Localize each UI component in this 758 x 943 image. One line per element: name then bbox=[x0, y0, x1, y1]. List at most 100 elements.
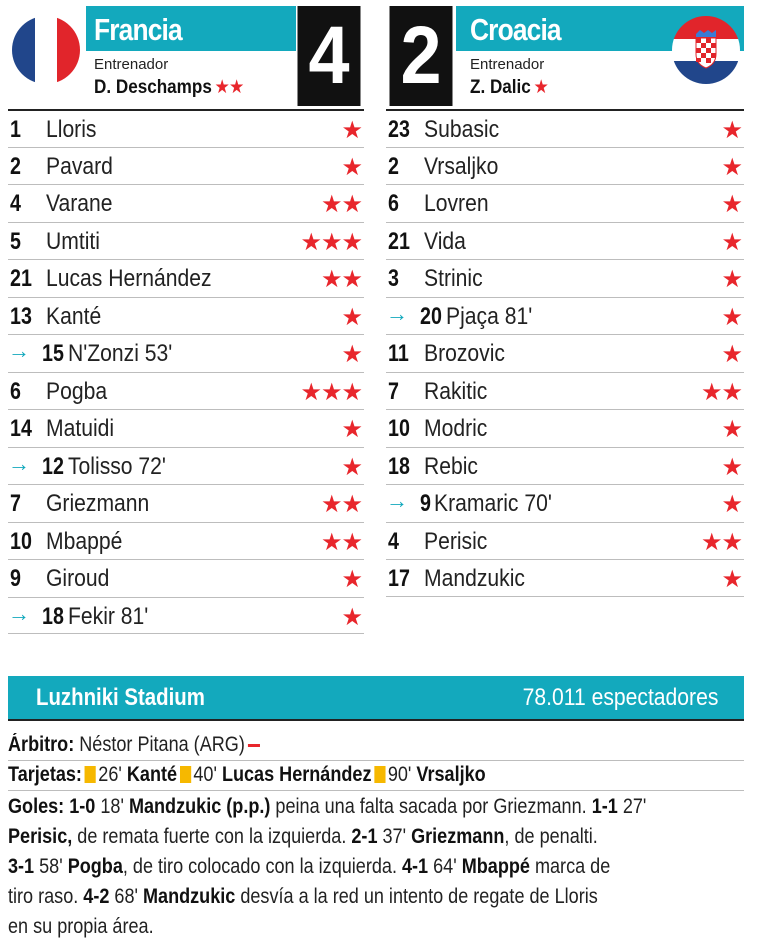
player-name: Mbappé bbox=[46, 527, 123, 555]
player-number: 10 bbox=[10, 527, 32, 555]
star-rating-icon: ★ bbox=[341, 117, 362, 144]
star-rating-icon: ★ bbox=[721, 416, 742, 443]
goal-desc: , de tiro colocado con la izquierda. bbox=[122, 855, 397, 878]
goal-desc: , de penalti. bbox=[504, 825, 598, 848]
player-name: Lovren bbox=[424, 190, 489, 217]
star-rating-icon: ★ bbox=[721, 491, 742, 518]
player-name: Griezmann bbox=[46, 490, 150, 517]
arrow-right-icon: → bbox=[8, 450, 30, 476]
player-number: 3 bbox=[388, 265, 399, 292]
star-rating-icon: ★★ bbox=[320, 491, 363, 518]
goal-score: 3-1 bbox=[8, 855, 35, 878]
card-minute: 90' bbox=[387, 763, 412, 786]
player-number: 4 bbox=[388, 527, 399, 555]
referee-line: Árbitro: Néstor Pitana (ARG) bbox=[8, 731, 744, 759]
star-rating-icon: ★★ bbox=[320, 528, 363, 556]
star-rating-icon: ★ bbox=[721, 191, 742, 218]
goal-minute: 68' bbox=[114, 885, 138, 908]
player-name: Rakitic bbox=[424, 377, 488, 405]
star-rating-icon: ★★ bbox=[700, 528, 743, 556]
goal-scorer: Mbappé bbox=[461, 855, 530, 878]
yellow-card-icon bbox=[374, 766, 386, 783]
player-name: Strinic bbox=[424, 265, 483, 292]
player-number: 9 bbox=[420, 490, 431, 517]
red-dash-icon bbox=[248, 743, 261, 747]
home-lineup: 1 Lloris ★ 2 Pavard ★ 4 Varane ★★ 5 Umtiti ★★★ 21 Luc… bbox=[8, 109, 364, 634]
player-number: 6 bbox=[388, 190, 399, 217]
star-rating-icon: ★ bbox=[721, 228, 742, 256]
venue-bar: Luzhniki Stadium 78.011 espectadores bbox=[8, 676, 744, 719]
goal-scorer: Mandzukic bbox=[142, 885, 236, 908]
star-rating-icon: ★★ bbox=[320, 266, 363, 293]
player-row: 23 Subasic ★ bbox=[386, 109, 744, 147]
player-number: 5 bbox=[10, 227, 21, 255]
home-score: 4 bbox=[297, 6, 361, 106]
player-name: Umtiti bbox=[46, 227, 100, 255]
france-flag-icon bbox=[12, 16, 80, 84]
home-team-name: Francia bbox=[94, 12, 183, 47]
player-row: 13 Kanté ★ bbox=[8, 296, 364, 335]
goals-line-2: Perisic, de remata fuerte con la izquier… bbox=[8, 822, 646, 852]
star-rating-icon: ★★★ bbox=[300, 378, 363, 406]
player-name: Modric bbox=[424, 415, 488, 442]
star-rating-icon: ★ bbox=[341, 603, 362, 631]
player-row: 9 Giroud ★ bbox=[8, 559, 364, 597]
arrow-right-icon: → bbox=[386, 488, 408, 513]
player-number: 6 bbox=[10, 377, 21, 405]
cards-label: Tarjetas: bbox=[8, 763, 82, 786]
yellow-card-icon bbox=[179, 766, 191, 783]
player-row: 3 Strinic ★ bbox=[386, 259, 744, 297]
goal-desc: de remata fuerte con la izquierda. bbox=[77, 825, 347, 848]
player-row: → 9 Kramaric 70' ★ bbox=[386, 484, 744, 522]
player-row: → 15 N'Zonzi 53' ★ bbox=[8, 334, 364, 372]
goals-line-5: en su propia área. bbox=[8, 912, 646, 942]
croatia-flag-icon bbox=[672, 16, 740, 84]
player-name: Tolisso 72' bbox=[68, 452, 166, 480]
player-number: 7 bbox=[388, 377, 399, 405]
player-row: 10 Modric ★ bbox=[386, 409, 744, 447]
goals-label: Goles: bbox=[8, 795, 65, 818]
goals-line-4: tiro raso. 4-2 68' Mandzukic desvía a la… bbox=[8, 882, 646, 912]
player-name: Matuidi bbox=[46, 415, 115, 442]
star-rating-icon: ★ bbox=[341, 416, 362, 443]
player-name: Vrsaljko bbox=[424, 152, 499, 180]
player-number: 2 bbox=[388, 152, 399, 180]
star-rating-icon: ★★ bbox=[320, 191, 363, 218]
player-name: Rebic bbox=[424, 452, 478, 480]
player-name: Brozovic bbox=[424, 340, 505, 367]
player-number: 15 bbox=[42, 340, 64, 367]
player-number: 23 bbox=[388, 116, 410, 143]
goal-desc: tiro raso. bbox=[8, 885, 79, 908]
referee-value: Néstor Pitana (ARG) bbox=[79, 733, 245, 756]
goal-minute: 58' bbox=[39, 855, 63, 878]
goal-minute: 18' bbox=[100, 795, 124, 818]
player-number: 21 bbox=[388, 227, 410, 255]
venue-divider bbox=[8, 719, 744, 721]
arrow-right-icon: → bbox=[8, 338, 30, 363]
cards-line: Tarjetas: 26' Kanté 40' Lucas Hernández 90'… bbox=[8, 761, 744, 789]
player-number: 18 bbox=[42, 602, 64, 630]
home-coach: D. Deschamps ★★ bbox=[94, 76, 244, 99]
star-rating-icon: ★★ bbox=[700, 378, 743, 406]
star-rating-icon: ★ bbox=[721, 153, 742, 181]
divider bbox=[8, 760, 744, 761]
star-rating-icon: ★★★ bbox=[300, 228, 363, 256]
away-coach: Z. Dalic ★ bbox=[470, 76, 549, 99]
player-name: Pjaça 81' bbox=[446, 302, 533, 330]
player-number: 7 bbox=[10, 490, 21, 517]
home-coach-label: Entrenador bbox=[94, 56, 169, 73]
away-coach-name: Z. Dalic bbox=[470, 77, 531, 98]
player-row: 4 Perisic ★★ bbox=[386, 521, 744, 560]
player-row: 17 Mandzukic ★ bbox=[386, 559, 744, 597]
player-number: 1 bbox=[10, 116, 21, 143]
player-number: 18 bbox=[388, 452, 410, 480]
goal-desc: desvía a la red un intento de regate de … bbox=[240, 885, 598, 908]
player-row: → 20 Pjaça 81' ★ bbox=[386, 296, 744, 335]
stadium-name: Luzhniki Stadium bbox=[36, 684, 205, 711]
player-number: 20 bbox=[420, 302, 442, 330]
referee-label: Árbitro: bbox=[8, 733, 75, 756]
goals-line-3: 3-1 58' Pogba, de tiro colocado con la i… bbox=[8, 852, 646, 882]
goal-score: 4-2 bbox=[83, 885, 110, 908]
player-row: → 12 Tolisso 72' ★ bbox=[8, 446, 364, 485]
goal-score: 4-1 bbox=[402, 855, 429, 878]
